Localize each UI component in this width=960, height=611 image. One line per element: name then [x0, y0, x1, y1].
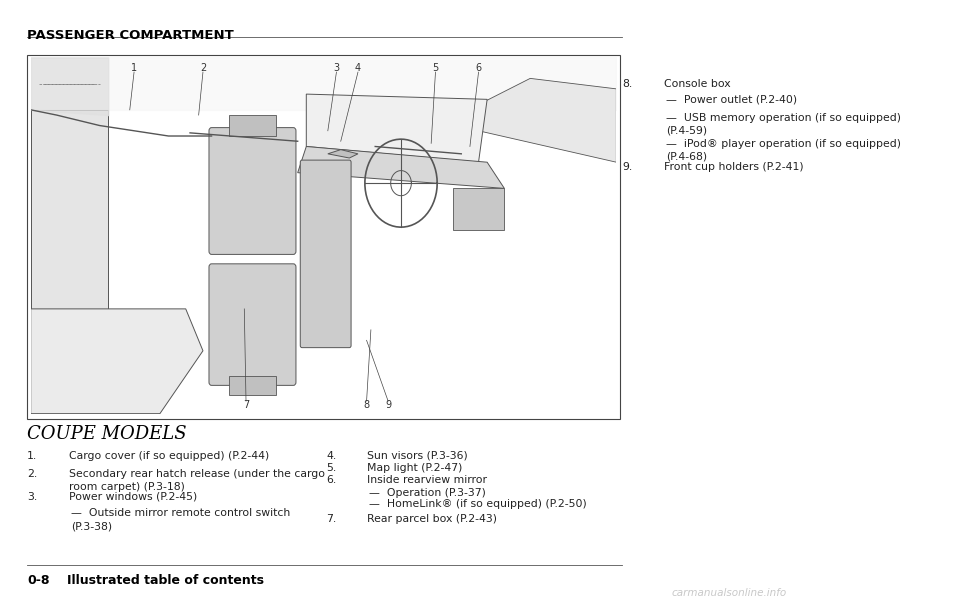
FancyBboxPatch shape [209, 264, 296, 386]
Text: 4: 4 [355, 63, 361, 73]
Text: 3: 3 [333, 63, 340, 73]
Text: 1: 1 [131, 63, 137, 73]
FancyBboxPatch shape [300, 160, 351, 348]
Bar [228, 376, 276, 395]
Text: 9: 9 [385, 400, 391, 410]
Bar [453, 188, 504, 230]
Text: —  HomeLink® (if so equipped) (P.2-50): — HomeLink® (if so equipped) (P.2-50) [369, 499, 587, 509]
Text: PASSENGER COMPARTMENT: PASSENGER COMPARTMENT [27, 29, 233, 42]
Text: Inside rearview mirror: Inside rearview mirror [367, 475, 487, 485]
Polygon shape [31, 309, 203, 414]
Text: 8: 8 [364, 400, 370, 410]
Text: —  iPod® player operation (if so equipped)
(P.4-68): — iPod® player operation (if so equipped… [666, 139, 901, 161]
Text: Front cup holders (P.2-41): Front cup holders (P.2-41) [664, 162, 804, 172]
Text: 5: 5 [432, 63, 439, 73]
Text: —  Outside mirror remote control switch
(P.3-38): — Outside mirror remote control switch (… [71, 508, 290, 531]
Text: 2.: 2. [27, 469, 37, 479]
Text: —  Power outlet (P.2-40): — Power outlet (P.2-40) [666, 95, 798, 104]
Text: 5.: 5. [326, 463, 337, 473]
Text: Sun visors (P.3-36): Sun visors (P.3-36) [367, 451, 468, 461]
Bar [27, 55, 620, 419]
FancyBboxPatch shape [209, 128, 296, 254]
Text: carmanualsonline.info: carmanualsonline.info [672, 588, 787, 598]
Text: 8.: 8. [622, 79, 633, 89]
Text: Console box: Console box [664, 79, 731, 89]
Text: —  Operation (P.3-37): — Operation (P.3-37) [369, 488, 486, 497]
Text: Cargo cover (if so equipped) (P.2-44): Cargo cover (if so equipped) (P.2-44) [69, 451, 270, 461]
Text: —  USB memory operation (if so equipped)
(P.4-59): — USB memory operation (if so equipped) … [666, 113, 901, 136]
Text: 7: 7 [243, 400, 250, 410]
Text: Map light (P.2-47): Map light (P.2-47) [367, 463, 462, 473]
Text: 4.: 4. [326, 451, 337, 461]
Text: 0-8: 0-8 [27, 574, 49, 587]
Text: Rear parcel box (P.2-43): Rear parcel box (P.2-43) [367, 514, 496, 524]
Text: 2: 2 [200, 63, 206, 73]
Polygon shape [298, 147, 504, 188]
Polygon shape [306, 94, 487, 162]
Text: Secondary rear hatch release (under the cargo
room carpet) (P.3-18): Secondary rear hatch release (under the … [69, 469, 325, 492]
Polygon shape [327, 150, 358, 158]
Polygon shape [478, 78, 616, 162]
Text: 6: 6 [475, 63, 482, 73]
Polygon shape [31, 110, 108, 309]
Text: 9.: 9. [622, 162, 633, 172]
Text: 7.: 7. [326, 514, 337, 524]
Text: COUPE MODELS: COUPE MODELS [27, 425, 186, 442]
Bar [228, 115, 276, 136]
Text: SSI0650: SSI0650 [579, 402, 615, 411]
Text: 6.: 6. [326, 475, 337, 485]
Text: 3.: 3. [27, 492, 37, 502]
Text: 1.: 1. [27, 451, 37, 461]
Text: Power windows (P.2-45): Power windows (P.2-45) [69, 492, 198, 502]
Text: Illustrated table of contents: Illustrated table of contents [67, 574, 264, 587]
